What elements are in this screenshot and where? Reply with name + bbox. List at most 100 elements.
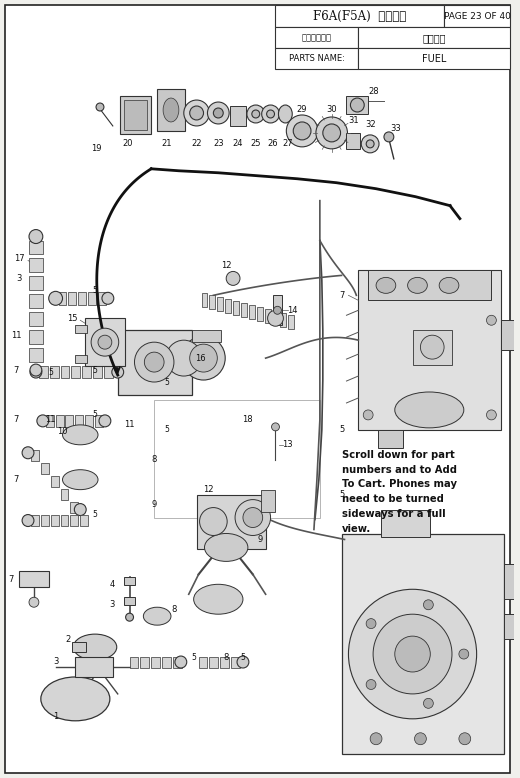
Text: 19: 19 (91, 145, 101, 153)
Bar (342, 534, 504, 754)
Bar (220, 657, 229, 668)
Bar (72, 642, 86, 652)
Text: Scroll down for part
numbers and to Add
To Cart. Phones may
need to be turned
si: Scroll down for part numbers and to Add … (342, 450, 457, 534)
Bar (71, 366, 80, 378)
Text: 32: 32 (365, 121, 375, 129)
Text: 1: 1 (53, 713, 58, 721)
Text: 12: 12 (221, 261, 231, 270)
Circle shape (323, 124, 341, 142)
Circle shape (252, 110, 259, 118)
Bar (140, 657, 149, 668)
Circle shape (182, 336, 225, 380)
Bar (151, 657, 160, 668)
Circle shape (366, 679, 376, 689)
Bar (501, 321, 519, 350)
Circle shape (267, 110, 275, 118)
Text: 22: 22 (191, 139, 202, 149)
Bar (50, 366, 59, 378)
Circle shape (74, 503, 86, 516)
Text: 14: 14 (287, 306, 297, 315)
Circle shape (166, 340, 202, 376)
Text: 7: 7 (14, 366, 19, 374)
Circle shape (226, 272, 240, 286)
Text: 5: 5 (93, 286, 97, 295)
Circle shape (247, 105, 265, 123)
Circle shape (184, 100, 210, 126)
Bar (346, 133, 360, 149)
Bar (56, 415, 63, 427)
Bar (50, 514, 59, 525)
Bar (29, 276, 43, 290)
Bar (41, 463, 49, 474)
Text: 23: 23 (213, 139, 224, 149)
Ellipse shape (204, 534, 248, 562)
Circle shape (423, 699, 433, 708)
Bar (199, 657, 207, 668)
Ellipse shape (278, 105, 292, 123)
Text: PAGE 23 OF 40: PAGE 23 OF 40 (444, 12, 511, 21)
Text: 5: 5 (93, 366, 97, 374)
Circle shape (29, 230, 43, 244)
Circle shape (91, 328, 119, 356)
Bar (129, 657, 138, 668)
Ellipse shape (62, 425, 98, 445)
Bar (241, 303, 247, 317)
Circle shape (487, 315, 497, 325)
Bar (31, 450, 39, 461)
Text: 27: 27 (282, 139, 293, 149)
Bar (217, 297, 223, 311)
Bar (98, 293, 106, 305)
Bar (162, 657, 171, 668)
Bar (504, 614, 520, 639)
Bar (75, 325, 87, 333)
Bar (358, 48, 510, 69)
Bar (41, 514, 49, 525)
Circle shape (96, 103, 104, 111)
Circle shape (37, 415, 49, 427)
Bar (82, 366, 91, 378)
Bar (79, 293, 86, 305)
Bar (60, 366, 70, 378)
Bar (381, 510, 430, 538)
Bar (80, 514, 88, 525)
Text: FUEL: FUEL (422, 54, 446, 64)
Text: 7: 7 (14, 415, 19, 424)
Bar (60, 514, 69, 525)
Circle shape (235, 499, 270, 535)
Circle shape (459, 733, 471, 745)
Text: 11: 11 (11, 331, 21, 340)
Ellipse shape (41, 677, 110, 720)
Ellipse shape (193, 584, 243, 614)
Circle shape (370, 733, 382, 745)
Text: 12: 12 (203, 485, 214, 494)
Ellipse shape (408, 278, 427, 293)
Bar (75, 355, 87, 363)
Bar (66, 415, 73, 427)
Text: 3: 3 (53, 657, 58, 665)
Circle shape (268, 310, 283, 326)
Bar (368, 271, 491, 300)
Text: 2: 2 (66, 635, 71, 643)
Circle shape (459, 649, 469, 659)
Text: 13: 13 (282, 440, 293, 450)
Circle shape (30, 366, 42, 378)
Circle shape (49, 291, 62, 305)
Circle shape (200, 507, 227, 535)
Circle shape (414, 733, 426, 745)
Circle shape (487, 410, 497, 420)
Bar (124, 100, 147, 130)
Text: 7: 7 (339, 291, 344, 300)
Bar (197, 495, 266, 549)
Circle shape (423, 600, 433, 610)
Circle shape (135, 342, 174, 382)
Circle shape (366, 619, 376, 629)
Text: 30: 30 (327, 104, 337, 114)
Bar (46, 415, 54, 427)
Text: 5: 5 (241, 653, 245, 661)
Circle shape (112, 366, 124, 378)
Text: 16: 16 (195, 354, 206, 363)
Text: 29: 29 (297, 104, 307, 114)
Text: 11: 11 (124, 420, 135, 429)
Bar (29, 294, 43, 308)
Circle shape (145, 352, 164, 372)
